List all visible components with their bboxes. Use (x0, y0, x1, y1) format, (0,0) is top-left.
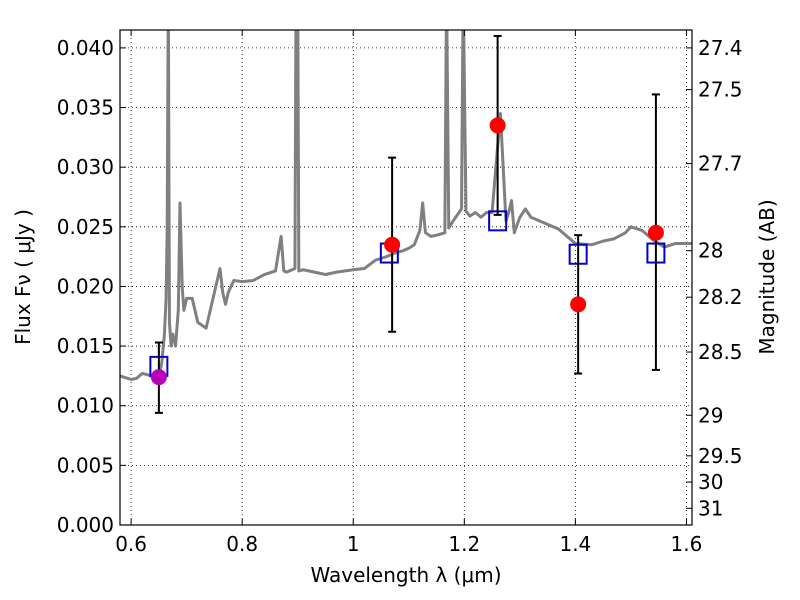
y-tick-label: 0.025 (57, 215, 114, 239)
y-tick-label: 0.000 (57, 513, 114, 537)
right-tick-label: 28.2 (698, 285, 743, 309)
data-point (570, 296, 587, 313)
data-point (647, 224, 664, 241)
x-axis-label: Wavelength λ (μm) (310, 563, 501, 587)
right-tick-label: 28.5 (698, 340, 743, 364)
right-tick-label: 27.4 (698, 36, 743, 60)
y-tick-label: 0.005 (57, 453, 114, 477)
right-tick-label: 28 (698, 239, 723, 263)
data-point (150, 369, 167, 386)
y-tick-label: 0.015 (57, 334, 114, 358)
y-tick-label: 0.040 (57, 36, 114, 60)
y-tick-label: 0.035 (57, 96, 114, 120)
spectrum-line (120, 30, 692, 381)
right-tick-label: 30 (698, 470, 723, 494)
grid-layer (120, 30, 692, 525)
x-tick-label: 1.2 (448, 532, 480, 556)
right-tick-label: 27.7 (698, 152, 743, 176)
right-tick-label: 29.5 (698, 444, 743, 468)
data-point (384, 236, 401, 253)
plot-frame (119, 29, 693, 526)
x-tick-label: 1.4 (559, 532, 591, 556)
y-tick-label: 0.010 (57, 394, 114, 418)
data-layer (120, 30, 692, 414)
right-tick-label: 31 (698, 496, 723, 520)
y-axis-label: Flux Fν ( μJy ) (11, 209, 35, 345)
x-tick-label: 0.8 (226, 532, 258, 556)
plot-area (120, 30, 692, 525)
x-tick-label: 1.6 (671, 532, 703, 556)
data-point (489, 117, 506, 134)
axis-layer: 0.6 0.8 1 1.2 1.4 1.6 0.000 0.005 0.010 0.015 0.02… (57, 30, 743, 556)
right-tick-label: 27.5 (698, 78, 743, 102)
x-tick-label: 1 (347, 532, 360, 556)
y-tick-label: 0.020 (57, 274, 114, 298)
y-tick-label: 0.030 (57, 155, 114, 179)
x-tick-label: 0.6 (115, 532, 147, 556)
right-tick-label: 29 (698, 403, 723, 427)
right-axis-label: Magnitude (AB) (755, 199, 779, 354)
